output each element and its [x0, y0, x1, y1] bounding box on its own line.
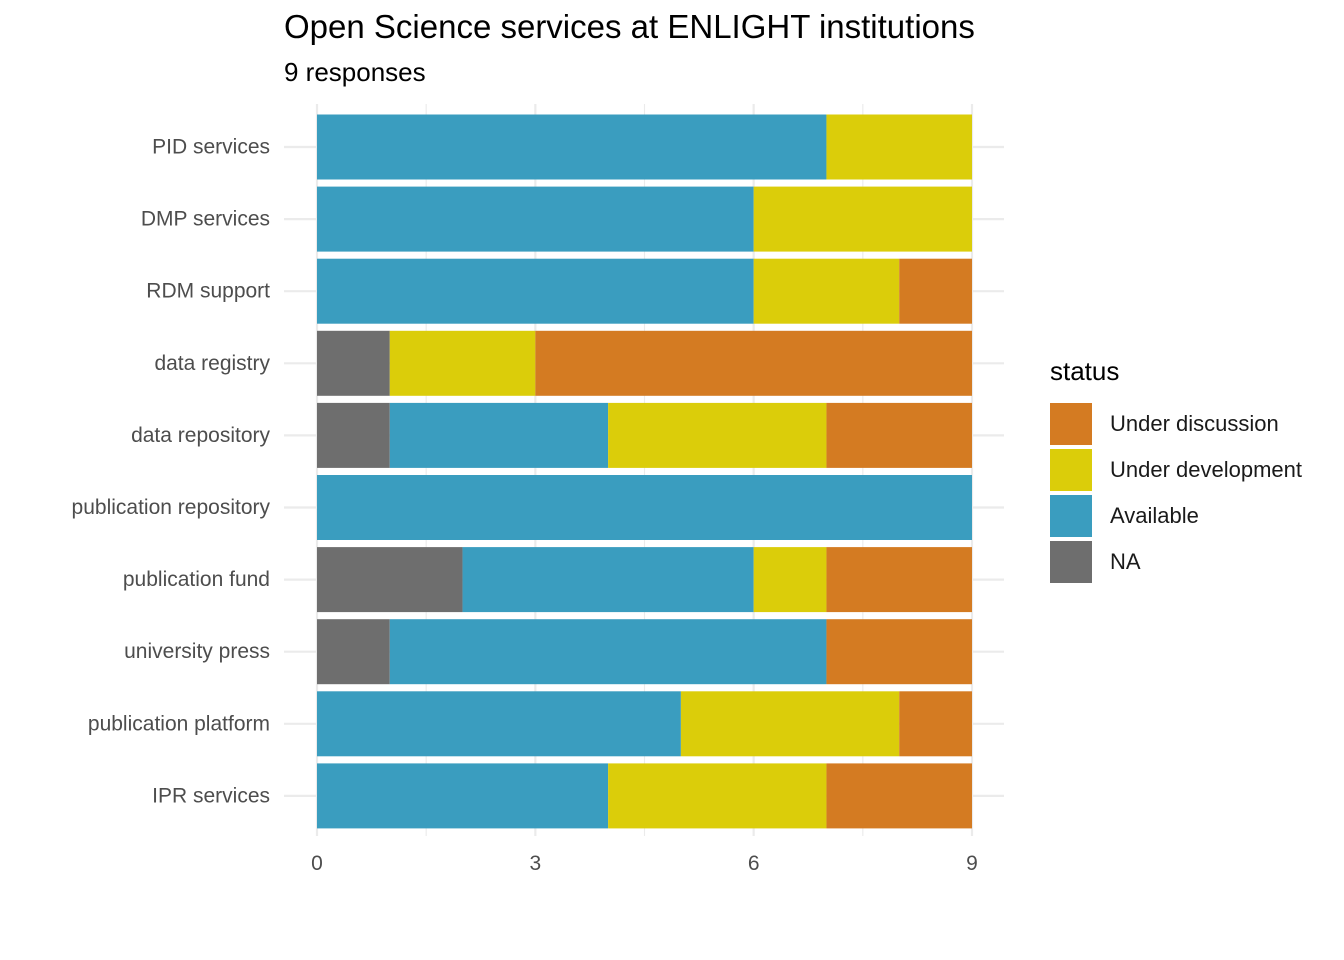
y-axis-labels: PID services DMP services RDM support data …	[72, 136, 271, 808]
category-label: university press	[124, 640, 270, 663]
category-label: DMP services	[141, 208, 270, 231]
bar-segment-under-development	[608, 763, 827, 829]
category-label: publication fund	[123, 568, 270, 591]
bar-segment-under-development	[680, 691, 900, 757]
bar-segment-available	[317, 475, 972, 540]
category-label: publication platform	[88, 712, 270, 735]
x-tick-label: 9	[966, 852, 978, 875]
bar-segment-na	[317, 619, 390, 685]
bar-segment-na	[317, 547, 463, 613]
category-label: IPR services	[152, 784, 270, 807]
bar-segment-under-discussion	[899, 691, 972, 757]
legend-swatch	[1050, 495, 1092, 537]
legend-title: status	[1050, 356, 1120, 386]
legend-label: Under development	[1110, 457, 1303, 482]
bar-segment-under-development	[826, 114, 972, 180]
bar-segment-available	[317, 258, 754, 324]
x-tick-label: 6	[748, 852, 760, 875]
legend: status Under discussion Under development…	[1050, 356, 1302, 585]
bar-segment-under-discussion	[899, 258, 972, 324]
bar-segment-under-discussion	[826, 547, 972, 613]
legend-item: Under discussion	[1050, 401, 1302, 447]
chart-subtitle: 9 responses	[284, 57, 426, 87]
legend-swatch	[1050, 541, 1092, 583]
legend-label: Under discussion	[1110, 411, 1279, 436]
x-tick-label: 3	[529, 852, 541, 875]
category-label: RDM support	[146, 280, 270, 303]
bar-segment-under-development	[753, 258, 900, 324]
bar-segment-under-discussion	[826, 402, 972, 468]
bars-layer	[317, 114, 972, 829]
bar-segment-available	[317, 186, 754, 252]
legend-swatch	[1050, 449, 1092, 491]
bar-segment-under-development	[389, 330, 536, 396]
bar-segment-under-discussion	[535, 330, 972, 396]
bar-segment-na	[317, 330, 390, 396]
legend-item: Under development	[1050, 447, 1302, 493]
bar-segment-under-development	[753, 186, 972, 252]
legend-label: NA	[1110, 549, 1141, 574]
category-label: data registry	[154, 352, 270, 375]
category-label: data repository	[131, 424, 270, 447]
legend-swatch	[1050, 403, 1092, 445]
x-axis-labels: 0 3 6 9	[311, 852, 978, 875]
bar-segment-under-development	[608, 402, 827, 468]
bar-segment-available	[317, 763, 609, 829]
bar-segment-available	[317, 691, 681, 757]
category-label: publication repository	[72, 496, 271, 519]
bar-segment-under-development	[753, 547, 827, 613]
bar-segment-na	[317, 402, 390, 468]
bar-segment-available	[462, 547, 754, 613]
category-label: PID services	[152, 136, 270, 159]
bar-segment-available	[389, 619, 827, 685]
legend-item: NA	[1050, 539, 1302, 585]
x-tick-label: 0	[311, 852, 323, 875]
chart-title: Open Science services at ENLIGHT institu…	[284, 8, 975, 45]
legend-label: Available	[1110, 503, 1199, 528]
bar-segment-under-discussion	[826, 763, 972, 829]
bar-segment-under-discussion	[826, 619, 972, 685]
legend-items: Under discussion Under development Availab…	[1050, 401, 1302, 585]
bar-segment-available	[317, 114, 827, 180]
bar-segment-available	[389, 402, 609, 468]
legend-item: Available	[1050, 493, 1302, 539]
